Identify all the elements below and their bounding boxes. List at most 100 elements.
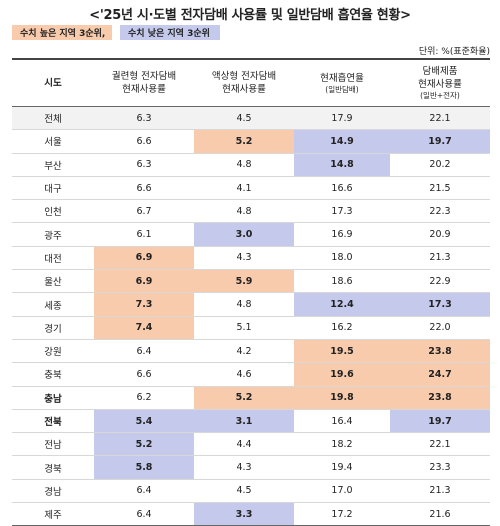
cell-value: 21.6 [390,502,490,526]
table-row: 대전 6.9 4.3 18.0 21.3 [12,245,490,270]
cell-value: 22.3 [390,199,490,223]
cell-value: 6.3 [94,105,194,130]
cell-value: 14.8 [294,152,390,177]
cell-value: 3.0 [194,222,294,247]
cell-value: 23.8 [390,338,490,363]
table-row: 대구 6.6 4.1 16.6 21.5 [12,175,490,200]
table-row: 전남 5.2 4.4 18.2 22.1 [12,432,490,456]
cell-value: 4.3 [194,245,294,270]
cell-value: 5.2 [94,432,194,456]
cell-region: 세종 [12,292,94,317]
cell-value: 22.9 [390,269,490,293]
cell-value: 22.0 [390,315,490,340]
cell-value: 14.9 [294,129,390,154]
cell-value: 23.3 [390,455,490,480]
cell-value: 19.8 [294,385,390,410]
cell-value: 4.5 [194,105,294,130]
cell-value: 19.4 [294,455,390,480]
cell-value: 20.2 [390,152,490,177]
table-row: 세종 7.3 4.8 12.4 17.3 [12,292,490,317]
cell-value: 17.9 [294,105,390,130]
cell-value: 17.3 [390,292,490,317]
legend-low: 수치 낮은 지역 3순위 [120,24,220,40]
header-row: 시도 궐련형 전자담배 현재사용률 액상형 전자담배 현재사용률 현재흡연율 (일반담… [12,58,490,107]
unit-label: 단위: %(표준화율) [418,47,490,57]
cell-value: 5.2 [194,129,294,154]
cell-region: 서울 [12,129,94,154]
cell-value: 7.3 [94,292,194,317]
cell-value: 5.9 [194,269,294,293]
table-row: 광주 6.1 3.0 16.9 20.9 [12,222,490,247]
table-row: 경북 5.8 4.3 19.4 23.3 [12,455,490,480]
header-cig-type: 궐련형 전자담배 현재사용률 [94,58,194,107]
cell-region: 충북 [12,362,94,387]
cell-value: 21.3 [390,478,490,503]
cell-value: 16.4 [294,408,390,433]
table-row: 전북 5.4 3.1 16.4 19.7 [12,408,490,433]
table-row: 충남 6.2 5.2 19.8 23.8 [12,385,490,410]
header-total-usage: 담배제품 현재사용률 (일반+전자) [390,58,490,107]
table-row: 강원 6.4 4.2 19.5 23.8 [12,338,490,363]
cell-value: 6.6 [94,362,194,387]
cell-value: 4.8 [194,199,294,223]
legend-low-swatch: 수치 낮은 지역 3순위 [120,24,220,40]
cell-value: 5.4 [94,408,194,433]
cell-value: 18.6 [294,269,390,293]
cell-region: 경남 [12,478,94,503]
cell-value: 4.3 [194,455,294,480]
cell-value: 12.4 [294,292,390,317]
cell-value: 6.4 [94,478,194,503]
cell-region: 울산 [12,269,94,293]
page: <'25년 시·도별 전자담배 사용률 및 일반담배 흡연율 현황> 수치 높은… [12,8,490,526]
cell-value: 22.1 [390,105,490,130]
cell-region: 전북 [12,408,94,433]
cell-value: 6.3 [94,152,194,177]
table-row: 제주 6.4 3.3 17.2 21.6 [12,502,490,526]
cell-region: 경북 [12,455,94,480]
cell-value: 6.9 [94,269,194,293]
cell-value: 4.8 [194,152,294,177]
cell-value: 22.1 [390,432,490,456]
cell-value: 4.4 [194,432,294,456]
cell-value: 4.2 [194,338,294,363]
cell-value: 18.0 [294,245,390,270]
table-row: 경남 6.4 4.5 17.0 21.3 [12,478,490,503]
cell-region: 전체 [12,105,94,130]
cell-region: 인천 [12,199,94,223]
page-title: <'25년 시·도별 전자담배 사용률 및 일반담배 흡연율 현황> [89,8,411,23]
table-row: 부산 6.3 4.8 14.8 20.2 [12,152,490,177]
cell-value: 16.9 [294,222,390,247]
cell-region: 대전 [12,245,94,270]
cell-region: 강원 [12,338,94,363]
cell-value: 23.8 [390,385,490,410]
cell-value: 4.1 [194,175,294,200]
header-liquid-type: 액상형 전자담배 현재사용률 [194,58,294,107]
table-row: 경기 7.4 5.1 16.2 22.0 [12,315,490,340]
cell-region: 충남 [12,385,94,410]
cell-region: 전남 [12,432,94,456]
cell-value: 6.4 [94,502,194,526]
cell-value: 4.8 [194,292,294,317]
cell-value: 6.7 [94,199,194,223]
cell-value: 16.6 [294,175,390,200]
cell-value: 17.3 [294,199,390,223]
cell-value: 6.9 [94,245,194,270]
cell-value: 19.7 [390,408,490,433]
cell-value: 5.2 [194,385,294,410]
cell-value: 7.4 [94,315,194,340]
cell-region: 광주 [12,222,94,247]
cell-value: 19.7 [390,129,490,154]
cell-value: 5.8 [94,455,194,480]
cell-value: 3.1 [194,408,294,433]
cell-value: 4.6 [194,362,294,387]
cell-value: 20.9 [390,222,490,247]
table-row: 인천 6.7 4.8 17.3 22.3 [12,199,490,223]
header-smoking-rate: 현재흡연율 (일반담배) [294,58,390,107]
cell-region: 경기 [12,315,94,340]
cell-value: 6.6 [94,175,194,200]
cell-value: 19.5 [294,338,390,363]
cell-value: 6.2 [94,385,194,410]
table-row: 서울 6.6 5.2 14.9 19.7 [12,129,490,154]
cell-value: 17.0 [294,478,390,503]
cell-value: 18.2 [294,432,390,456]
